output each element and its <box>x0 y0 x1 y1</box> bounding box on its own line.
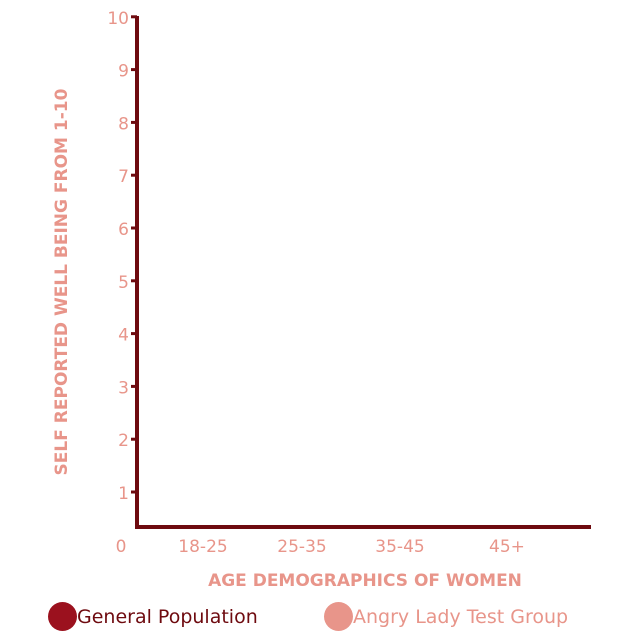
y-tick-label: 8 <box>118 114 129 134</box>
x-tick-label: 25-35 <box>277 537 326 557</box>
legend-dot-icon <box>324 602 353 631</box>
y-axis-title: SELF REPORTED WELL BEING FROM 1-10 <box>52 88 72 475</box>
y-tick-label: 3 <box>118 378 129 398</box>
legend-item-general-population: General Population <box>48 602 258 631</box>
legend-item-angry-lady: Angry Lady Test Group <box>324 602 568 631</box>
legend-dot-icon <box>48 602 77 631</box>
x-tick-label: 18-25 <box>178 537 227 557</box>
y-tick-label: 1 <box>118 484 129 504</box>
x-axis-title: AGE DEMOGRAPHICS OF WOMEN <box>208 571 522 591</box>
x-origin-label: 0 <box>116 537 127 557</box>
y-tick-label: 9 <box>118 62 129 82</box>
x-tick-label: 45+ <box>489 537 525 557</box>
legend-label: Angry Lady Test Group <box>353 605 569 628</box>
y-tick-label: 4 <box>118 326 129 346</box>
y-tick-label: 10 <box>107 9 129 29</box>
y-tick-label: 6 <box>118 220 129 240</box>
y-tick-label: 7 <box>118 167 129 187</box>
x-tick-label: 35-45 <box>375 537 424 557</box>
legend-label: General Population <box>77 605 258 628</box>
y-tick-label: 2 <box>118 431 129 451</box>
y-tick-label: 5 <box>118 273 129 293</box>
